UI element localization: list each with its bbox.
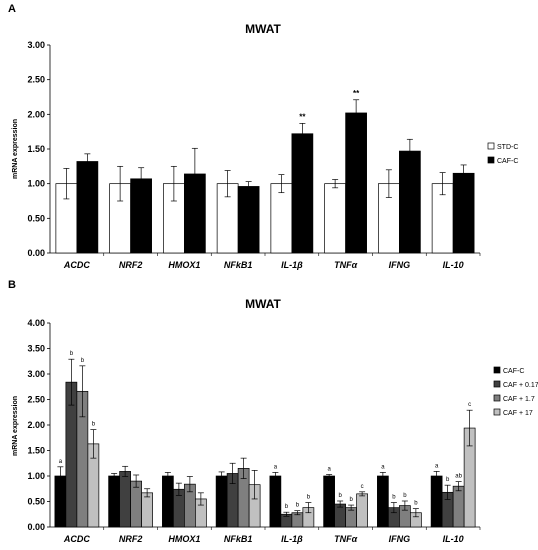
panel-b-y-tick-label: 3.00: [27, 369, 45, 379]
panel-b-x-tick-label: ACDC: [63, 534, 90, 544]
panel-b-bar: [452, 485, 465, 528]
panel-b-title: MWAT: [245, 297, 281, 311]
panel-b-y-tick-label: 1.50: [27, 446, 45, 456]
panel-b-x-tick-label: NRF2: [119, 534, 143, 544]
panel-a-bar: [237, 186, 260, 254]
panel-b-significance-letter: ab: [455, 474, 462, 480]
panel-b-legend-swatch: [493, 408, 501, 416]
panel-a-legend-swatch: [487, 156, 495, 164]
panel-a-plot: 0.00 0.50 1.00 1.50 2.00 2.50 3.00 ACDC NRF2 HMOX…: [27, 40, 518, 270]
panel-b-bar: [269, 475, 282, 528]
panel-b-bar: [141, 492, 153, 528]
panel-a-bar: [324, 183, 346, 254]
panel-b-x-tick-label: TNFα: [334, 534, 357, 544]
panel-b-x-tick-label: IL-1β: [281, 534, 303, 544]
panel-a-label: A: [8, 3, 16, 15]
panel-b-significance-letter: b: [446, 477, 450, 483]
panel-b-y-tick-label: 1.00: [27, 471, 45, 481]
panel-b-legend-swatch: [493, 366, 501, 374]
panel-b: B MWAT mRNA expression 0.00 0.50 1.00 1.50 2…: [8, 279, 538, 544]
panel-b-x-tick-label: IL-10: [443, 534, 464, 544]
panel-a-y-tick-label: 2.50: [27, 75, 45, 85]
panel-b-significance-letter: b: [414, 501, 418, 507]
panel-b-y-tick-label: 2.00: [27, 420, 45, 430]
panel-a-significance-marker: **: [299, 112, 306, 121]
panel-a-bar: [270, 183, 293, 254]
panel-b-y-tick-label: 2.50: [27, 395, 45, 405]
panel-b-bar: [356, 493, 368, 528]
panel-a-y-tick-label: 3.00: [27, 40, 45, 50]
panel-b-significance-letter: b: [403, 493, 407, 499]
panel-a-legend-label: CAF-C: [497, 158, 518, 165]
panel-a-significance-marker: **: [353, 89, 360, 98]
panel-b-bar: [345, 507, 357, 528]
panel-b-x-tick-label: NFkB1: [224, 534, 253, 544]
panel-a-bar: [452, 172, 475, 254]
panel-a-y-tick-label: 0.00: [27, 248, 45, 258]
panel-b-significance-letter: a: [435, 463, 439, 469]
panel-b-bar: [119, 471, 131, 528]
panel-b-significance-letter: a: [381, 464, 385, 470]
panel-b-y-axis-label: mRNA expression: [12, 396, 19, 456]
panel-a-x-tick-label: IL-1β: [281, 260, 303, 270]
panel-b-y-tick-label: 0.50: [27, 497, 45, 507]
panel-b-significance-letter: a: [274, 464, 278, 470]
panel-b-significance-letter: b: [307, 495, 311, 501]
panel-a-x-tick-label: HMOX1: [168, 260, 200, 270]
panel-b-legend-swatch: [493, 394, 501, 402]
panel-b-significance-letter: b: [285, 504, 289, 510]
panel-b-significance-letter: a: [59, 459, 63, 465]
panel-a-title: MWAT: [245, 22, 281, 36]
panel-b-significance-letter: b: [338, 493, 342, 499]
panel-b-x-tick-label: HMOX1: [168, 534, 200, 544]
panel-b-bar: [162, 475, 174, 528]
panel-b-plot: 0.00 0.50 1.00 1.50 2.00 2.50 3.00 3.50 4.00 ACDC…: [27, 318, 538, 544]
panel-b-significance-letter: b: [392, 495, 396, 501]
panel-a-y-tick-label: 1.50: [27, 144, 45, 154]
panel-b-significance-letter: b: [349, 497, 353, 503]
panel-b-bar: [323, 475, 335, 528]
panel-a-bar: [399, 150, 421, 254]
panel-b-bar: [430, 475, 443, 528]
panel-b-bar: [334, 503, 346, 528]
panel-b-significance-letter: b: [81, 358, 85, 364]
panel-b-significance-letter: b: [92, 422, 96, 428]
panel-b-legend-label: CAF + 17: [503, 410, 533, 417]
panel-a-x-tick-label: TNFα: [334, 260, 357, 270]
panel-b-significance-letter: a: [327, 466, 331, 472]
panel-b-legend-label: CAF-C: [503, 368, 524, 375]
panel-b-legend-label: CAF + 0.17: [503, 382, 538, 389]
panel-a: A MWAT mRNA expression 0.00 0.50 1.00 1.50 2…: [8, 3, 518, 270]
panel-a-y-axis-label: mRNA expression: [12, 119, 19, 179]
panel-b-bar: [108, 475, 120, 528]
panel-a-x-tick-label: IFNG: [389, 260, 411, 270]
panel-b-significance-letter: b: [70, 351, 74, 357]
panel-a-bar: [76, 161, 99, 254]
panel-b-x-tick-label: IFNG: [389, 534, 411, 544]
panel-a-y-tick-label: 1.00: [27, 179, 45, 189]
panel-a-x-tick-label: IL-10: [443, 260, 464, 270]
panel-a-legend-label: STD-C: [497, 144, 518, 151]
panel-a-x-tick-label: ACDC: [63, 260, 90, 270]
panel-a-bar: [345, 112, 367, 254]
panel-b-significance-letter: c: [468, 402, 471, 408]
panel-b-significance-letter: b: [296, 503, 300, 509]
panel-b-legend-label: CAF + 1.7: [503, 396, 535, 403]
panel-b-y-tick-label: 4.00: [27, 318, 45, 328]
panel-a-y-tick-label: 0.50: [27, 213, 45, 223]
panel-b-bar: [215, 475, 228, 528]
panel-a-x-tick-label: NFkB1: [224, 260, 253, 270]
panel-b-bar: [130, 480, 142, 528]
panel-b-y-tick-label: 3.50: [27, 344, 45, 354]
panel-a-legend-swatch: [487, 142, 495, 150]
panel-b-legend-swatch: [493, 380, 501, 388]
panel-b-label: B: [8, 279, 16, 291]
panel-a-bar: [291, 133, 314, 254]
panel-a-y-tick-label: 2.00: [27, 109, 45, 119]
panel-a-x-tick-label: NRF2: [119, 260, 143, 270]
panel-b-bar: [377, 475, 389, 528]
panel-b-significance-letter: c: [361, 484, 364, 490]
panel-b-y-tick-label: 0.00: [27, 522, 45, 532]
